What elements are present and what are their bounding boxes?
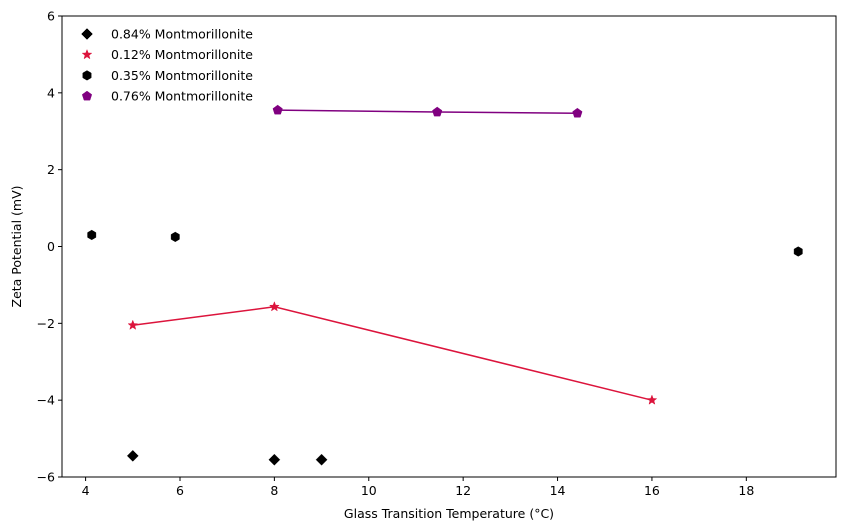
data-point	[272, 104, 283, 115]
x-tick-label: 10	[361, 483, 377, 498]
data-point	[572, 107, 583, 118]
y-tick-label: −4	[37, 393, 55, 408]
series-3	[272, 104, 583, 118]
data-point	[87, 229, 97, 241]
y-tick-label: 4	[47, 85, 55, 100]
legend-item: 0.84% Montmorillonite	[81, 27, 253, 42]
series-1	[127, 301, 658, 405]
y-tick-label: −6	[37, 470, 55, 485]
x-tick-label: 8	[270, 483, 278, 498]
x-tick-label: 16	[644, 483, 660, 498]
data-point	[170, 231, 180, 242]
legend-item: 0.35% Montmorillonite	[82, 68, 253, 83]
data-point	[315, 453, 328, 466]
legend-label: 0.76% Montmorillonite	[111, 89, 253, 104]
x-tick-label: 12	[455, 483, 471, 498]
data-point	[268, 453, 281, 466]
legend-item: 0.12% Montmorillonite	[81, 47, 253, 62]
x-axis-label: Glass Transition Temperature (°C)	[344, 506, 554, 521]
data-point	[793, 246, 803, 257]
legend-label: 0.35% Montmorillonite	[111, 68, 253, 83]
data-point	[646, 394, 658, 405]
legend-marker	[81, 48, 93, 60]
x-tick-label: 6	[176, 483, 184, 498]
data-point	[432, 106, 443, 117]
x-tick-label: 18	[738, 483, 754, 498]
data-point	[126, 450, 139, 462]
legend-label: 0.12% Montmorillonite	[111, 47, 253, 62]
axes-layer: 4 6 8 10 12 14 16 18 −6 −4 −2 0 2 4 6	[37, 9, 755, 499]
y-tick-label: −2	[37, 316, 55, 331]
series-0	[126, 450, 328, 466]
y-tick-label: 0	[47, 239, 55, 254]
y-tick-label: 2	[47, 162, 55, 177]
x-tick-label: 4	[82, 483, 90, 498]
legend-marker	[81, 28, 93, 40]
legend-marker	[82, 70, 92, 81]
x-tick-label: 14	[550, 483, 566, 498]
legend-marker	[81, 90, 93, 101]
legend-label: 0.84% Montmorillonite	[111, 27, 253, 42]
data-point	[268, 301, 280, 312]
y-axis-label: Zeta Potential (mV)	[9, 185, 24, 307]
y-tick-label: 6	[47, 9, 55, 24]
legend: 0.84% Montmorillonite 0.12% Montmorilloni…	[81, 27, 253, 104]
series-2	[87, 229, 803, 257]
plot-layer	[87, 104, 803, 466]
legend-item: 0.76% Montmorillonite	[81, 89, 253, 104]
data-point	[127, 319, 139, 330]
